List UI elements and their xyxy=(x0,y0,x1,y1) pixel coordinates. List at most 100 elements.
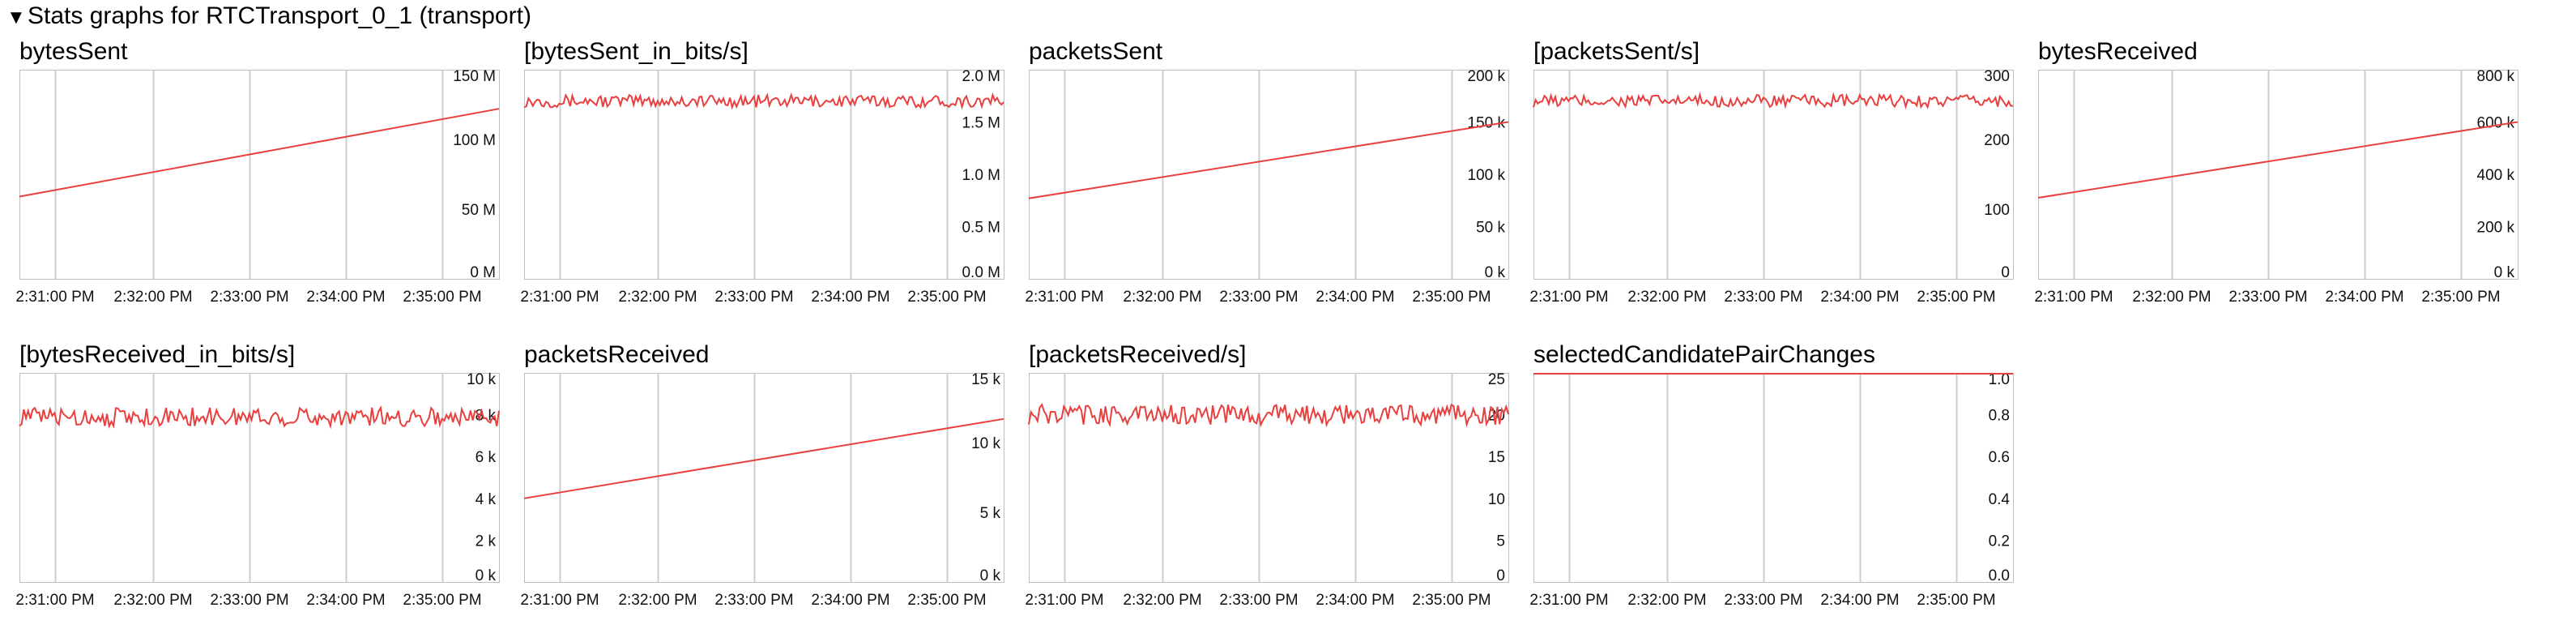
x-tick-label: 2:32:00 PM xyxy=(113,592,192,609)
y-tick-label: 4 k xyxy=(476,491,497,508)
x-tick-label: 2:32:00 PM xyxy=(1627,289,1706,306)
x-tick-label: 2:34:00 PM xyxy=(306,289,385,306)
graph-title: selectedCandidatePairChanges xyxy=(1533,341,1875,368)
y-tick-label: 0 k xyxy=(1485,264,1506,281)
x-tick-label: 2:34:00 PM xyxy=(1316,592,1394,609)
y-tick-label: 15 k xyxy=(971,371,1000,388)
y-tick-label: 6 k xyxy=(476,449,497,466)
x-tick-label: 2:35:00 PM xyxy=(1412,592,1491,609)
series-line xyxy=(1028,403,1509,428)
y-tick-label: 1.5 M xyxy=(962,115,1000,132)
plot-frame xyxy=(1029,373,1509,583)
graph-selectedcandidatepairchanges: selectedCandidatePairChanges 2:31:00 PM 2:… xyxy=(1522,339,2018,642)
x-tick-label: 2:31:00 PM xyxy=(1529,289,1608,306)
graph-canvas: 2:31:00 PM 2:32:00 PM 2:33:00 PM 2:34:00 PM… xyxy=(15,371,500,609)
x-tick-label: 2:33:00 PM xyxy=(1724,592,1802,609)
series-line xyxy=(523,92,1004,110)
graph-packetsreceived: packetsReceived 2:31:00 PM 2:32:00 PM 2:33:… xyxy=(513,339,1009,642)
y-tick-label: 200 xyxy=(1984,132,2010,149)
x-tick-label: 2:35:00 PM xyxy=(2421,289,2500,306)
y-tick-label: 0.8 xyxy=(1989,408,2010,425)
y-tick-label: 0.2 xyxy=(1989,533,2010,550)
y-tick-label: 0.6 xyxy=(1989,449,2010,466)
x-tick-label: 2:33:00 PM xyxy=(714,592,793,609)
plot-frame xyxy=(524,373,1004,583)
x-tick-label: 2:32:00 PM xyxy=(1123,592,1201,609)
y-tick-label: 0.0 xyxy=(1989,567,2010,584)
graph-canvas: 2:31:00 PM 2:32:00 PM 2:33:00 PM 2:34:00 PM… xyxy=(520,68,1004,306)
x-tick-label: 2:31:00 PM xyxy=(15,289,94,306)
x-tick-label: 2:34:00 PM xyxy=(811,289,889,306)
y-tick-label: 50 M xyxy=(462,202,496,219)
graph-bytesreceived-in-bits-s: [bytesReceived_in_bits/s] 2:31:00 PM 2:32:… xyxy=(8,339,504,642)
y-tick-label: 800 k xyxy=(2477,68,2515,85)
collapse-triangle-icon[interactable]: ▼ xyxy=(6,6,26,28)
y-tick-label: 5 k xyxy=(980,505,1001,522)
x-tick-label: 2:31:00 PM xyxy=(520,592,599,609)
x-tick-label: 2:31:00 PM xyxy=(15,592,94,609)
x-tick-label: 2:31:00 PM xyxy=(1025,592,1103,609)
y-tick-label: 5 xyxy=(1496,533,1505,550)
y-tick-label: 100 xyxy=(1984,202,2010,219)
y-tick-label: 10 xyxy=(1488,491,1505,508)
y-tick-label: 0.5 M xyxy=(962,220,1000,237)
series-line xyxy=(1028,121,1509,199)
x-tick-label: 2:34:00 PM xyxy=(1316,289,1394,306)
graph-title: [packetsReceived/s] xyxy=(1029,341,1247,368)
x-tick-label: 2:32:00 PM xyxy=(2132,289,2211,306)
x-tick-label: 2:34:00 PM xyxy=(1820,592,1899,609)
x-tick-label: 2:34:00 PM xyxy=(2325,289,2403,306)
x-tick-label: 2:34:00 PM xyxy=(811,592,889,609)
x-tick-label: 2:34:00 PM xyxy=(1820,289,1899,306)
x-tick-label: 2:33:00 PM xyxy=(714,289,793,306)
plot-frame xyxy=(2038,70,2518,280)
series-line xyxy=(2037,121,2518,199)
y-tick-label: 0.0 M xyxy=(962,264,1000,281)
graph-canvas: 2:31:00 PM 2:32:00 PM 2:33:00 PM 2:34:00 PM… xyxy=(1025,68,1509,306)
x-tick-label: 2:32:00 PM xyxy=(1123,289,1201,306)
series-line xyxy=(19,405,500,430)
y-tick-label: 200 k xyxy=(1468,68,1506,85)
y-tick-label: 0 xyxy=(2001,264,2010,281)
plot-frame xyxy=(1533,373,2014,583)
y-tick-label: 100 k xyxy=(1468,167,1506,184)
graph-canvas: 2:31:00 PM 2:32:00 PM 2:33:00 PM 2:34:00 PM… xyxy=(2034,68,2518,306)
y-tick-label: 1.0 xyxy=(1989,371,2010,388)
x-tick-label: 2:35:00 PM xyxy=(907,592,986,609)
graph-bytessent-in-bits-s: [bytesSent_in_bits/s] 2:31:00 PM 2:32:00 P… xyxy=(513,36,1009,339)
y-tick-label: 1.0 M xyxy=(962,167,1000,184)
y-tick-label: 0.4 xyxy=(1989,491,2011,508)
graph-packetssent-s: [packetsSent/s] 2:31:00 PM 2:32:00 PM 2:33:… xyxy=(1522,36,2018,339)
stats-graphs-header[interactable]: ▼Stats graphs for RTCTransport_0_1 (tran… xyxy=(6,0,531,32)
plot-frame xyxy=(19,373,500,583)
y-tick-label: 0 M xyxy=(470,264,496,281)
y-tick-label: 300 xyxy=(1984,68,2010,85)
x-tick-label: 2:32:00 PM xyxy=(113,289,192,306)
x-tick-label: 2:35:00 PM xyxy=(1917,592,1995,609)
y-tick-label: 0 k xyxy=(2494,264,2515,281)
x-tick-label: 2:35:00 PM xyxy=(907,289,986,306)
plot-frame xyxy=(1533,70,2014,280)
x-tick-label: 2:35:00 PM xyxy=(403,289,481,306)
y-tick-label: 10 k xyxy=(971,435,1000,452)
x-tick-label: 2:33:00 PM xyxy=(2228,289,2307,306)
y-tick-label: 0 k xyxy=(980,567,1001,584)
y-tick-label: 2.0 M xyxy=(962,68,1000,85)
graph-packetssent: packetsSent 2:31:00 PM 2:32:00 PM 2:33:00 P… xyxy=(1017,36,1513,339)
x-tick-label: 2:32:00 PM xyxy=(618,592,697,609)
graph-canvas: 2:31:00 PM 2:32:00 PM 2:33:00 PM 2:34:00 PM… xyxy=(1529,371,2014,609)
x-tick-label: 2:35:00 PM xyxy=(1412,289,1491,306)
y-tick-label: 100 M xyxy=(453,132,496,149)
x-tick-label: 2:33:00 PM xyxy=(1724,289,1802,306)
y-tick-label: 0 xyxy=(1496,567,1505,584)
series-line xyxy=(1533,92,2013,110)
series-line xyxy=(19,108,500,198)
x-tick-label: 2:32:00 PM xyxy=(618,289,697,306)
graph-packetsreceived-s: [packetsReceived/s] 2:31:00 PM 2:32:00 PM 2… xyxy=(1017,339,1513,642)
graph-canvas: 2:31:00 PM 2:32:00 PM 2:33:00 PM 2:34:00 PM… xyxy=(1025,371,1509,609)
series-line xyxy=(523,417,1004,499)
y-tick-label: 0 k xyxy=(476,567,497,584)
x-tick-label: 2:31:00 PM xyxy=(1529,592,1608,609)
graph-title: packetsSent xyxy=(1029,38,1163,65)
plot-frame xyxy=(524,70,1004,280)
